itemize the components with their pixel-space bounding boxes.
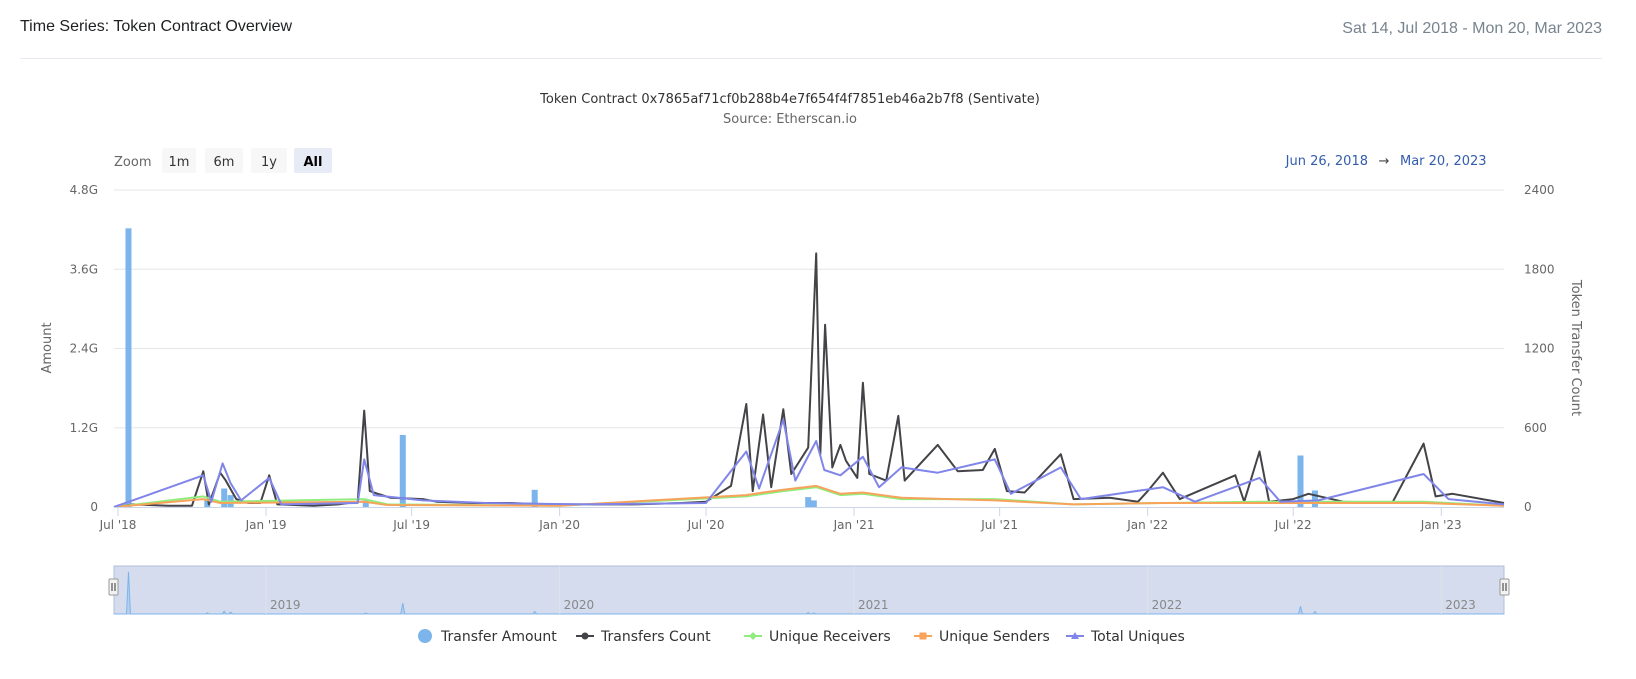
transfer-amount-bar[interactable] (531, 489, 538, 507)
range-to-input[interactable]: Mar 20, 2023 (1400, 154, 1487, 169)
legend-item-total-uniques[interactable]: Total Uniques (1066, 629, 1185, 645)
legend-label: Total Uniques (1090, 629, 1185, 645)
y-right-tick-label: 2400 (1524, 183, 1555, 197)
x-tick-label: Jan '23 (1420, 518, 1462, 532)
navigator-label: 2020 (564, 598, 595, 612)
legend-symbol-icon (749, 632, 757, 640)
navigator-series (114, 571, 1504, 615)
zoom-button-1y-label: 1y (261, 155, 277, 170)
navigator-series-line (114, 571, 1504, 615)
grid-lines (114, 189, 1504, 429)
transfer-amount-bar[interactable] (204, 499, 211, 507)
range-inputs: Jun 26, 2018 → Mar 20, 2023 (1285, 154, 1487, 169)
x-tick-label: Jan '22 (1126, 518, 1168, 532)
y-right-tick-label: 600 (1524, 421, 1547, 435)
legend-label: Unique Receivers (769, 629, 891, 645)
x-tick-label: Jan '19 (245, 518, 287, 532)
legend-item-unique-senders[interactable]: Unique Senders (914, 629, 1050, 645)
y-left-tick-label: 3.6G (70, 262, 98, 276)
transfers-count-line[interactable] (113, 252, 1505, 508)
chart-subtitle: Source: Etherscan.io (723, 112, 857, 127)
zoom-button-1y[interactable]: 1y (251, 148, 287, 173)
zoom-button-all-label: All (304, 155, 323, 170)
y-axis-left-title: Amount (40, 322, 55, 373)
y-left-tick-label: 1.2G (70, 421, 98, 435)
zoom-button-6m-label: 6m (214, 155, 235, 170)
transfer-amount-bar[interactable] (221, 488, 228, 507)
axes: 0 1.2G 2.4G 3.6G 4.8G 0 600 1200 1800 2400 Jul '18… (70, 183, 1555, 532)
y-right-tick-label: 1800 (1524, 262, 1555, 276)
legend-item-unique-receivers[interactable]: Unique Receivers (744, 629, 891, 645)
navigator-labels: 2019 2020 2021 2022 2023 (265, 566, 1476, 614)
transfer-amount-bar[interactable] (1297, 455, 1304, 507)
zoom-button-1m[interactable]: 1m (162, 148, 196, 173)
zoom-button-1m-label: 1m (169, 155, 190, 170)
unique-senders-line[interactable] (113, 484, 1505, 508)
x-tick-label: Jan '21 (833, 518, 875, 532)
navigator-left-handle[interactable] (108, 578, 119, 596)
y-left-tick-label: 4.8G (70, 183, 98, 197)
navigator-right-handle[interactable] (1499, 578, 1510, 596)
x-tick-label: Jul '18 (99, 518, 137, 532)
legend-symbol-icon (581, 632, 589, 640)
x-tick-label: Jan '20 (538, 518, 580, 532)
series-lines (113, 252, 1505, 508)
y-right-tick-label: 1200 (1524, 342, 1555, 356)
legend-item-transfer-amount[interactable]: Transfer Amount (418, 629, 557, 645)
zoom-label: Zoom (114, 155, 151, 170)
transfer-amount-bar[interactable] (399, 435, 406, 507)
transfer-amount-bar[interactable] (1311, 490, 1318, 507)
legend-label: Transfer Amount (440, 629, 557, 645)
legend-symbol-icon (1071, 632, 1079, 639)
header-divider (20, 58, 1602, 59)
navigator-label: 2022 (1152, 598, 1183, 612)
navigator-label: 2021 (858, 598, 889, 612)
legend-label: Unique Senders (939, 629, 1050, 645)
date-range-label: Sat 14, Jul 2018 - Mon 20, Mar 2023 (1342, 20, 1602, 37)
legend-label: Transfers Count (600, 629, 711, 645)
navigator-mask (113, 565, 1505, 615)
transfer-amount-bar[interactable] (125, 228, 132, 507)
chart-title: Token Contract 0x7865af71cf0b288b4e7f654… (539, 92, 1040, 107)
zoom-button-all[interactable]: All (294, 148, 332, 173)
x-tick-label: Jul '22 (1274, 518, 1312, 532)
x-tick-label: Jul '19 (392, 518, 430, 532)
zoom-button-6m[interactable]: 6m (205, 148, 243, 173)
total-uniques-line[interactable] (113, 418, 1505, 508)
y-left-tick-label: 2.4G (70, 342, 98, 356)
transfer-amount-bar[interactable] (810, 500, 817, 507)
zoom-selector: Zoom 1m 6m 1y All (114, 148, 332, 173)
y-left-tick-label: 0 (90, 500, 98, 514)
legend-symbol-icon (919, 632, 927, 640)
navigator[interactable]: 2019 2020 2021 2022 2023 (108, 565, 1510, 615)
page-title: Time Series: Token Contract Overview (20, 18, 293, 35)
x-tick-label: Jul '20 (687, 518, 725, 532)
y-right-tick-label: 0 (1524, 500, 1532, 514)
transfer-amount-columns (125, 228, 1318, 507)
range-arrow: → (1379, 154, 1390, 169)
y-axis-right-title: Token Transfer Count (1568, 279, 1583, 416)
transfer-amount-bar[interactable] (362, 500, 369, 507)
range-from-input[interactable]: Jun 26, 2018 (1285, 154, 1368, 169)
navigator-label: 2023 (1445, 598, 1476, 612)
navigator-label: 2019 (270, 598, 301, 612)
legend: Transfer Amount Transfers Count Unique Rec… (418, 629, 1185, 645)
legend-symbol-icon (418, 629, 432, 643)
transfer-amount-bar[interactable] (805, 497, 812, 507)
legend-item-transfers-count[interactable]: Transfers Count (576, 629, 711, 645)
card-header: Time Series: Token Contract Overview Sat… (0, 0, 1636, 60)
x-tick-label: Jul '21 (980, 518, 1018, 532)
